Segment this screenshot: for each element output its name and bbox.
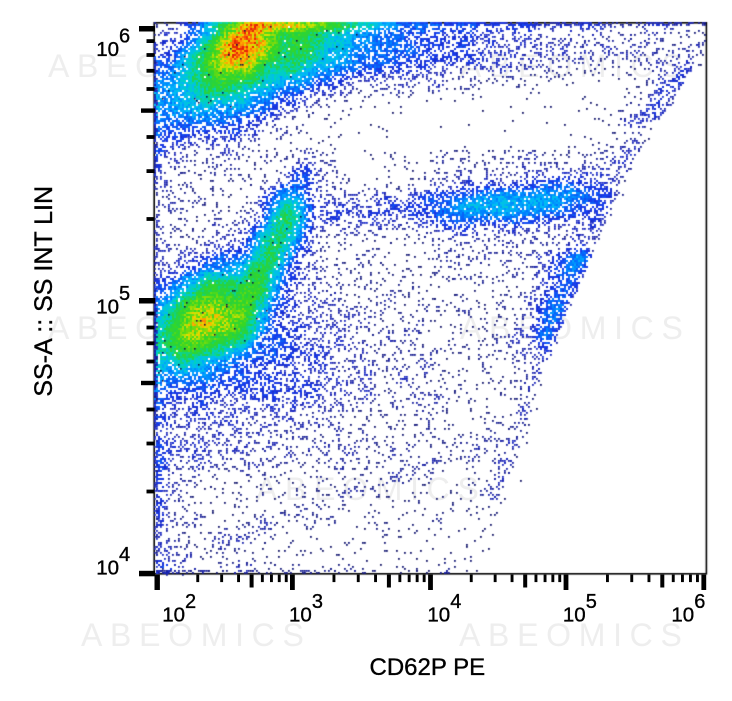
svg-text:105: 105 [96, 283, 130, 318]
svg-text:104: 104 [96, 544, 130, 579]
svg-text:SS-A :: SS INT LIN: SS-A :: SS INT LIN [30, 186, 58, 397]
svg-text:CD62P PE: CD62P PE [369, 654, 485, 681]
svg-text:106: 106 [96, 26, 130, 61]
svg-text:102: 102 [162, 591, 196, 626]
svg-text:104: 104 [427, 591, 461, 626]
svg-text:105: 105 [563, 591, 597, 626]
svg-text:106: 106 [671, 591, 705, 626]
svg-text:103: 103 [289, 591, 323, 626]
